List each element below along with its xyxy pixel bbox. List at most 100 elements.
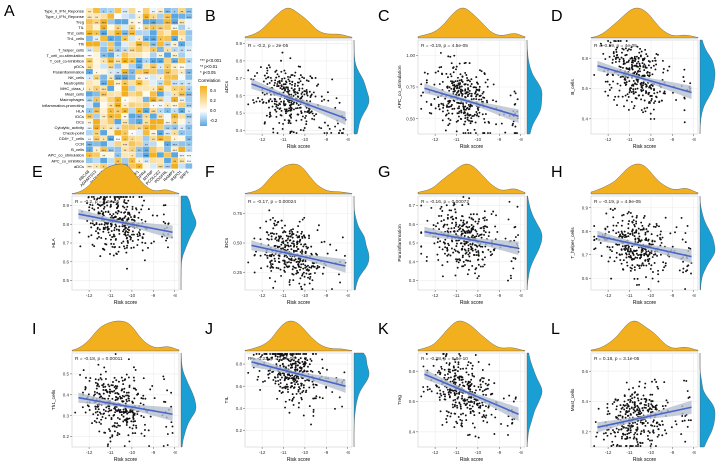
data-point <box>624 47 627 50</box>
data-point <box>514 92 517 95</box>
heatmap-cell <box>128 107 136 114</box>
data-point <box>336 122 339 125</box>
heatmap-cell <box>107 107 115 114</box>
data-point <box>118 380 120 383</box>
data-point <box>98 204 101 207</box>
data-point <box>627 227 630 230</box>
heatmap-cell <box>178 96 186 103</box>
data-point <box>117 397 120 400</box>
data-point <box>468 119 471 122</box>
data-point <box>638 267 641 270</box>
data-point <box>470 217 473 220</box>
data-point <box>632 422 634 424</box>
data-point <box>648 223 651 226</box>
data-point <box>458 110 461 113</box>
data-point <box>447 55 450 58</box>
significance-mark: * <box>89 71 91 75</box>
data-point <box>323 121 326 124</box>
data-point <box>683 109 686 112</box>
x-tick-label: -9 <box>324 137 328 142</box>
data-point <box>469 245 472 248</box>
correlation-stat: R = -0.19, p = 4.5e-05 <box>421 43 468 49</box>
data-point <box>633 235 636 238</box>
data-point <box>629 255 632 257</box>
data-point <box>610 277 613 280</box>
data-point <box>594 247 597 250</box>
data-point <box>116 385 119 388</box>
data-point <box>104 210 107 213</box>
significance-mark: * <box>174 49 176 53</box>
data-point <box>469 362 472 365</box>
data-point <box>449 415 452 418</box>
data-point <box>473 414 476 417</box>
data-point <box>255 100 258 103</box>
heatmap-cell <box>121 135 129 141</box>
heatmap-cell <box>178 19 186 25</box>
data-point <box>658 225 660 228</box>
data-point <box>301 115 304 118</box>
data-point <box>656 91 659 94</box>
heatmap-cell <box>107 113 115 119</box>
data-point <box>120 411 123 414</box>
heatmap-cell <box>171 46 178 53</box>
heatmap-cell <box>121 91 129 97</box>
significance-mark: *** <box>151 38 156 42</box>
data-point <box>463 231 466 234</box>
data-point <box>454 225 457 228</box>
data-point <box>444 238 447 241</box>
x-tick-label: -10 <box>475 293 482 298</box>
data-point <box>474 121 477 124</box>
data-point <box>440 66 443 68</box>
data-point <box>447 253 450 256</box>
data-point <box>265 231 268 234</box>
data-point <box>623 78 626 81</box>
data-point <box>463 248 466 251</box>
heatmap-cell <box>157 107 164 114</box>
heatmap-cell <box>135 74 143 80</box>
data-point <box>288 398 291 401</box>
data-point <box>629 248 632 250</box>
heatmap-cell <box>93 141 100 147</box>
data-point <box>644 92 647 94</box>
data-point <box>644 259 647 262</box>
data-point <box>284 387 287 390</box>
data-point <box>512 400 515 403</box>
significance-mark: ** <box>88 121 91 125</box>
data-point <box>642 394 645 397</box>
data-point <box>277 240 280 242</box>
significance-mark: * <box>103 166 105 170</box>
data-point <box>632 258 635 261</box>
data-point <box>452 71 455 74</box>
data-point <box>663 90 666 93</box>
data-point <box>612 443 615 446</box>
heatmap-cell <box>93 146 100 152</box>
heatmap-cell <box>142 19 150 25</box>
significance-mark: ** <box>95 132 98 136</box>
data-point <box>443 368 446 371</box>
data-point <box>270 259 273 262</box>
significance-mark: *** <box>87 16 92 20</box>
data-point <box>475 95 477 98</box>
data-point <box>470 407 472 410</box>
data-point <box>456 230 459 233</box>
data-point <box>471 243 474 246</box>
heatmap-cell <box>157 41 164 47</box>
data-point <box>91 243 94 246</box>
data-point <box>484 256 486 259</box>
data-point <box>468 252 471 254</box>
data-point <box>276 83 279 86</box>
data-point <box>445 204 448 207</box>
data-point <box>272 127 275 130</box>
data-point <box>275 363 278 366</box>
data-point <box>464 252 467 255</box>
data-point <box>274 280 277 283</box>
data-point <box>474 229 477 232</box>
data-point <box>109 195 112 198</box>
heatmap-cell <box>128 163 136 169</box>
data-point <box>281 372 284 375</box>
data-point <box>111 390 114 393</box>
significance-mark: ** <box>166 71 169 75</box>
data-point <box>649 445 652 448</box>
heatmap-cell <box>142 63 150 69</box>
data-point <box>656 234 659 237</box>
